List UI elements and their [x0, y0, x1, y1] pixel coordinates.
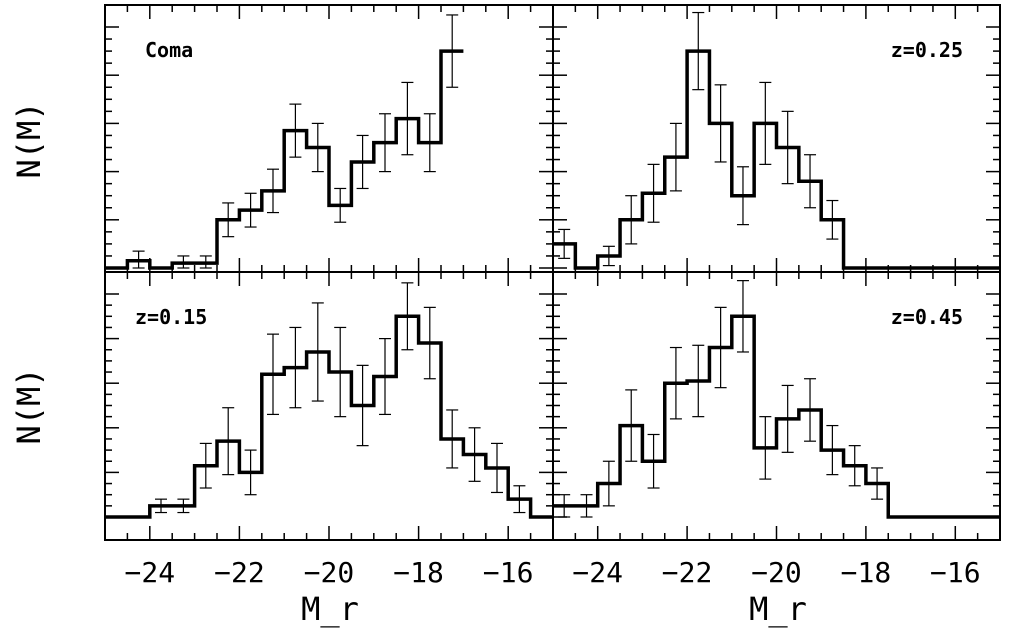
error-bar: [736, 166, 749, 226]
error-bar: [177, 498, 190, 514]
error-bar: [558, 228, 571, 259]
x-tick-label: −16: [483, 556, 534, 589]
error-bar: [491, 442, 503, 494]
panels: Coma z=0.25 z=0.15 −24 −22 −20 −18 −16 z=0.45 −24…: [104, 4, 1001, 589]
x-tick-label: −18: [393, 556, 444, 589]
error-bar: [602, 460, 615, 507]
error-bar: [356, 134, 369, 190]
error-bar: [155, 498, 167, 514]
error-bar: [692, 11, 705, 91]
error-bar: [669, 122, 682, 192]
error-bar: [311, 302, 324, 402]
x-tick-label: −20: [751, 556, 802, 589]
x-tick-label: −16: [930, 556, 981, 589]
error-bar: [669, 346, 682, 420]
error-bar: [222, 407, 235, 476]
error-bar: [289, 326, 302, 409]
error-bar: [401, 81, 414, 156]
error-bar: [602, 245, 615, 267]
error-bar: [446, 14, 459, 88]
error-bar: [468, 427, 481, 482]
x-axis-label-left: M_r: [301, 590, 359, 628]
x-axis-label-right: M_r: [749, 590, 807, 628]
error-bar: [379, 338, 391, 416]
error-bar: [692, 344, 705, 418]
error-bar: [401, 282, 414, 351]
error-bar: [356, 364, 369, 447]
error-bar: [781, 110, 794, 185]
error-bar: [311, 122, 324, 173]
error-bar: [826, 199, 839, 240]
histogram-line: [105, 314, 553, 519]
error-bar: [826, 424, 839, 476]
error-bar: [871, 467, 884, 500]
x-tick-label: −22: [214, 556, 265, 589]
panel-label: z=0.25: [891, 38, 963, 62]
error-bar: [625, 195, 638, 245]
error-bar: [379, 113, 391, 173]
error-bar: [177, 255, 190, 269]
error-bar: [558, 494, 571, 518]
error-bar: [759, 81, 772, 165]
panel-label: z=0.15: [135, 305, 207, 329]
y-axis-label-bottom: N(M): [10, 367, 48, 444]
y-axis-label-top: N(M): [10, 101, 48, 178]
panel-label: Coma: [145, 38, 193, 62]
error-bar: [423, 306, 436, 380]
histogram-line: [553, 314, 1000, 519]
error-bar: [244, 192, 257, 228]
error-bar: [267, 168, 279, 214]
error-bar: [334, 187, 347, 223]
panel-top-right: z=0.25: [552, 4, 1001, 273]
error-bar: [289, 103, 302, 158]
x-tick-label: −24: [125, 556, 176, 589]
panel-bottom-left: z=0.15 −24 −22 −20 −18 −16: [104, 271, 554, 589]
error-bar: [222, 202, 235, 238]
x-tick-label: −18: [841, 556, 892, 589]
histogram-line: [105, 49, 464, 270]
error-bar: [244, 449, 257, 496]
error-bar: [267, 333, 279, 416]
error-bar: [781, 384, 794, 453]
error-bar: [580, 494, 593, 518]
error-bar: [423, 113, 436, 173]
error-bar: [714, 306, 727, 389]
error-bar: [647, 433, 660, 489]
error-bar: [848, 445, 861, 487]
error-bar: [759, 416, 772, 480]
x-tick-label: −20: [304, 556, 355, 589]
panel-bottom-right: z=0.45 −24 −22 −20 −18 −16: [552, 271, 1001, 589]
error-bar: [132, 250, 145, 269]
error-bar: [513, 485, 526, 514]
x-tick-label: −22: [662, 556, 713, 589]
panel-label: z=0.45: [891, 305, 963, 329]
error-bar: [199, 442, 212, 489]
error-bar: [199, 255, 212, 269]
error-bar: [804, 378, 817, 442]
panel-top-left: Coma: [104, 4, 554, 273]
error-bar: [736, 280, 749, 353]
histogram-line: [553, 49, 1000, 270]
error-bar: [714, 84, 727, 163]
error-bar: [804, 154, 817, 209]
error-bar: [334, 326, 347, 418]
error-bar: [446, 409, 459, 469]
error-bar: [625, 389, 638, 462]
error-bar: [647, 163, 660, 223]
x-tick-label: −24: [572, 556, 623, 589]
